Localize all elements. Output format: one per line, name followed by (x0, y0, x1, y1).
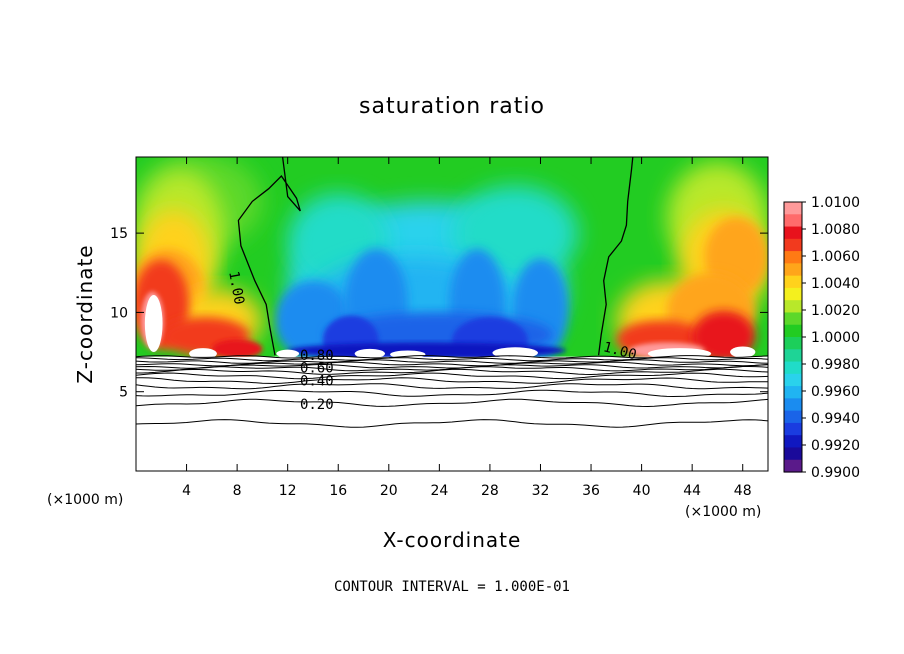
x-unit-right: (×1000 m) (685, 504, 761, 520)
colorbar-segment-4 (784, 251, 802, 264)
x-tick-label-32: 32 (532, 483, 550, 499)
x-tick-label-20: 20 (380, 483, 398, 499)
colorbar-segment-15 (784, 386, 802, 399)
contour-line-10 (136, 389, 768, 398)
x-tick-label-16: 16 (329, 483, 347, 499)
colorbar: 1.0100 1.0080 1.0060 1.0040 1.0020 1.0000 0.99… (783, 195, 860, 481)
colorbar-segment-5 (784, 263, 802, 277)
contour-label-3: 0.60 (300, 361, 334, 377)
contour-label-2: 0.80 (300, 348, 334, 364)
x-tick-label-4: 4 (182, 483, 191, 499)
contour-label-0: 1.00 (225, 270, 247, 306)
contour-line-2 (136, 359, 768, 364)
saturation-field (136, 157, 768, 471)
contour-line-1 (136, 357, 768, 362)
unsaturated-pocket-0 (144, 294, 163, 353)
colorbar-segment-2 (784, 226, 802, 240)
y-tick-label-15: 15 (110, 226, 128, 242)
x-tick-label-12: 12 (279, 483, 297, 499)
x-axis: 4 8 12 16 20 24 28 32 36 40 44 48 (182, 157, 752, 499)
colorbar-segment-12 (784, 349, 802, 363)
contour-label-4: 0.40 (300, 373, 334, 389)
x-tick-label-36: 36 (582, 483, 600, 499)
colorbar-tick-label-10: 0.9900 (811, 465, 860, 481)
colorbar-tick-label-0: 1.0100 (811, 195, 860, 211)
colorbar-segment-14 (784, 373, 802, 387)
contour-1.00-right (597, 157, 634, 356)
colorbar-segment-19 (784, 435, 802, 449)
y-axis-label: Z-coordinate (73, 244, 97, 383)
x-tick-label-40: 40 (633, 483, 651, 499)
contour-1.00-left (237, 157, 301, 356)
colorbar-tick-label-8: 0.9940 (811, 411, 860, 427)
x-axis-label: X-coordinate (383, 528, 522, 552)
colorbar-segment-6 (784, 275, 802, 289)
y-tick-label-10: 10 (110, 305, 128, 321)
colorbar-segment-9 (784, 312, 802, 326)
contour-line-5 (136, 366, 768, 372)
chart-title: saturation ratio (359, 94, 545, 119)
colorbar-tick-label-4: 1.0020 (811, 303, 860, 319)
y-axis: 5 10 15 (110, 226, 768, 401)
colorbar-tick-label-3: 1.0040 (811, 276, 860, 292)
y-tick-label-5: 5 (119, 385, 128, 401)
colorbar-segment-18 (784, 422, 802, 436)
colorbar-tick-label-2: 1.0060 (811, 249, 860, 265)
contour-line-8 (136, 377, 768, 385)
x-tick-label-8: 8 (233, 483, 242, 499)
plot-frame (135, 156, 769, 472)
field-blob-19 (211, 339, 263, 359)
colorbar-tick-label-5: 1.0000 (811, 330, 860, 346)
colorbar-tick-label-6: 0.9980 (811, 357, 860, 373)
unsaturated-pocket-3 (354, 348, 386, 359)
x-tick-label-44: 44 (683, 483, 701, 499)
contour-lines (136, 157, 768, 428)
contour-line-12 (136, 419, 768, 428)
contour-line-6 (136, 368, 768, 376)
colorbar-tick-label-9: 0.9920 (811, 438, 860, 454)
colorbar-segment-7 (784, 287, 802, 301)
contour-line-7 (136, 372, 768, 380)
contour-line-0 (136, 355, 768, 359)
colorbar-segment-21 (784, 459, 802, 473)
unsaturated-pocket-7 (730, 346, 756, 358)
colorbar-segment-0 (784, 202, 802, 215)
colorbar-segment-16 (784, 398, 802, 412)
x-unit-left: (×1000 m) (47, 492, 123, 508)
colorbar-segment-10 (784, 324, 802, 338)
contour-line-11 (136, 398, 768, 408)
contour-interval-footer: CONTOUR INTERVAL = 1.000E-01 (334, 579, 570, 595)
colorbar-segment-8 (784, 300, 802, 314)
contour-label-5: 0.20 (300, 397, 334, 413)
x-tick-label-28: 28 (481, 483, 499, 499)
colorbar-tick-label-7: 0.9960 (811, 384, 860, 400)
colorbar-segment-17 (784, 410, 802, 424)
unsaturated-pocket-1 (189, 348, 217, 360)
colorbar-segment-11 (784, 337, 802, 350)
unsaturated-pocket-2 (276, 349, 300, 358)
contour-line-9 (136, 383, 768, 390)
colorbar-segment-20 (784, 447, 802, 461)
colorbar-segment-13 (784, 361, 802, 375)
colorbar-tick-label-1: 1.0080 (811, 222, 860, 238)
x-tick-label-48: 48 (734, 483, 752, 499)
colorbar-segment-3 (784, 238, 802, 252)
colorbar-segment-1 (784, 214, 802, 228)
contour-line-4 (136, 364, 768, 369)
x-tick-label-24: 24 (430, 483, 448, 499)
